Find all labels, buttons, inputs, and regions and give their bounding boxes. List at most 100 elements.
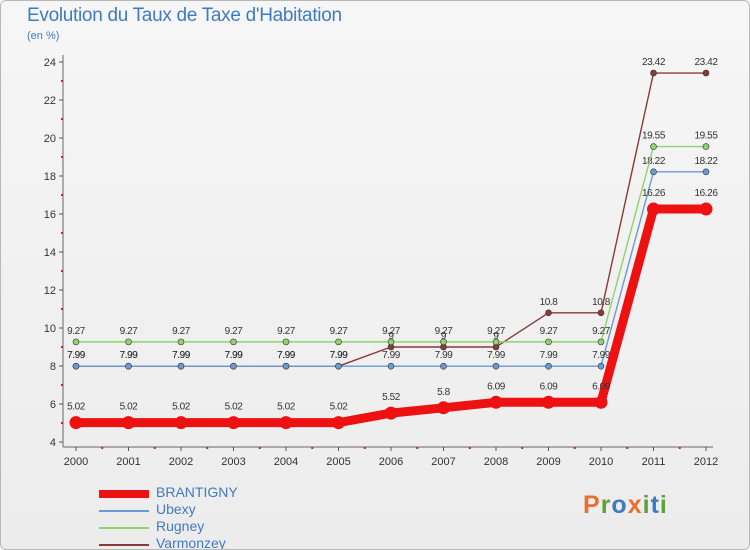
data-label: 6.09 [592, 381, 611, 392]
y-minor-tick [61, 308, 63, 310]
data-label: 5.8 [437, 387, 451, 398]
x-tick-label: 2012 [694, 456, 718, 468]
x-tick-label: 2008 [484, 456, 508, 468]
x-minor-tick [363, 447, 366, 449]
chart-subtitle: (en %) [27, 30, 60, 42]
data-label: 9.27 [120, 326, 139, 337]
data-point [597, 338, 605, 346]
y-tick-label: 14 [44, 247, 56, 259]
data-label: 7.99 [172, 350, 191, 361]
data-point [702, 168, 710, 176]
y-tick-label: 24 [44, 57, 56, 69]
data-label: 5.02 [330, 402, 349, 413]
chart-title: Evolution du Taux de Taxe d'Habitation [27, 5, 342, 26]
data-label: 7.99 [382, 350, 401, 361]
data-label: 7.99 [540, 350, 559, 361]
data-label: 18.22 [642, 156, 666, 167]
series-line-brantigny [71, 204, 711, 428]
data-point [335, 362, 342, 370]
data-label: 23.42 [642, 57, 666, 68]
x-minor-tick [468, 447, 471, 449]
data-label: 7.99 [435, 350, 454, 361]
data-point [72, 338, 80, 346]
x-minor-tick [206, 447, 209, 449]
data-label: 7.99 [120, 350, 139, 361]
data-label: 16.26 [694, 188, 718, 199]
data-label: 7.99 [120, 350, 139, 361]
x-minor-tick [678, 447, 681, 449]
data-point [69, 416, 83, 430]
data-label: 9.27 [435, 326, 454, 337]
data-label: 10.8 [592, 297, 611, 308]
series-line-varmonzey [75, 72, 707, 367]
data-label: 19.55 [642, 131, 666, 142]
data-point [597, 309, 605, 317]
data-label: 7.99 [67, 350, 86, 361]
series-line-rugney [75, 145, 707, 343]
data-label: 7.99 [67, 350, 86, 361]
proxiti-logo: Proxiti [583, 491, 668, 520]
data-label: 16.26 [642, 188, 666, 199]
y-minor-tick [61, 270, 63, 272]
data-point [230, 362, 237, 370]
data-label: 5.02 [172, 402, 191, 413]
data-point [542, 395, 555, 409]
x-tick-label: 2000 [64, 456, 88, 468]
logo-letter: t [650, 491, 660, 519]
data-label: 5.02 [67, 402, 86, 413]
x-tick-label: 2011 [642, 456, 666, 468]
data-point [702, 69, 710, 77]
data-point [650, 143, 657, 150]
data-label: 9.27 [330, 326, 349, 337]
legend-swatch [99, 544, 149, 546]
data-point [650, 168, 657, 176]
data-label: 9 [441, 331, 447, 342]
x-minor-tick [258, 447, 261, 449]
data-label: 9.27 [277, 326, 296, 337]
data-point [125, 362, 132, 370]
data-point [597, 362, 605, 370]
logo-letter: i [642, 491, 651, 519]
data-point [437, 401, 450, 415]
data-point [384, 406, 398, 420]
data-label: 5.02 [277, 402, 296, 413]
data-point [335, 338, 342, 346]
x-tick-label: 2006 [379, 456, 403, 468]
x-minor-tick [521, 447, 524, 449]
data-label: 9.27 [67, 326, 86, 337]
data-point [492, 362, 500, 370]
data-label: 10.8 [540, 297, 559, 308]
data-label: 9 [388, 331, 394, 342]
data-label: 23.42 [694, 57, 718, 68]
data-point [650, 69, 657, 77]
logo-letter: P [583, 491, 601, 519]
data-point [282, 362, 290, 370]
data-point [174, 416, 188, 430]
x-tick-label: 2002 [169, 456, 193, 468]
data-label: 6.09 [487, 381, 506, 392]
data-label: 9.27 [172, 326, 191, 337]
data-label: 9.27 [592, 326, 611, 337]
data-label: 7.99 [330, 350, 349, 361]
data-point [177, 362, 185, 370]
y-minor-tick [61, 384, 63, 386]
legend-label: BRANTIGNY [156, 484, 238, 500]
logo-letter: r [600, 491, 612, 519]
y-tick-label: 16 [44, 209, 56, 221]
legend-label: Ubexy [156, 501, 196, 517]
data-label: 5.52 [382, 392, 401, 403]
legend-swatch [99, 510, 149, 512]
x-tick-label: 2010 [589, 456, 613, 468]
data-point [282, 338, 290, 346]
y-minor-tick [61, 346, 63, 348]
data-point [489, 395, 503, 409]
y-tick-label: 10 [44, 323, 56, 335]
y-tick-label: 4 [50, 437, 56, 449]
data-point [227, 416, 240, 430]
y-tick-label: 20 [44, 133, 56, 145]
data-label: 9.27 [382, 326, 401, 337]
x-minor-tick [573, 447, 576, 449]
legend-label: Varmonzey [156, 535, 226, 550]
x-tick-label: 2005 [326, 456, 350, 468]
x-minor-tick [101, 447, 104, 449]
